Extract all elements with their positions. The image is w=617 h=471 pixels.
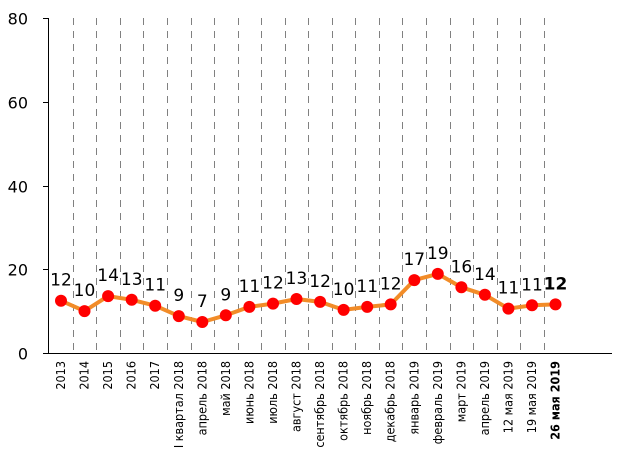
data-label: 12 <box>50 271 72 291</box>
data-point <box>549 298 562 311</box>
x-tick-label: 2017 <box>147 361 162 390</box>
data-label: 10 <box>333 280 355 300</box>
data-label: 11 <box>521 275 543 295</box>
series-line <box>55 267 562 328</box>
y-tick-label: 80 <box>8 10 28 29</box>
x-tick-label: 2016 <box>124 361 139 390</box>
data-label: 13 <box>121 270 143 290</box>
data-label: 12 <box>544 274 568 294</box>
data-label: 9 <box>220 285 231 305</box>
x-tick-label: 26 мая 2019 <box>548 361 563 440</box>
x-tick-label: 19 мая 2019 <box>524 361 539 433</box>
x-tick-label: август 2018 <box>289 361 304 432</box>
data-label: 11 <box>239 277 261 297</box>
data-point <box>55 294 67 307</box>
x-tick-label: ноябрь 2018 <box>359 361 374 435</box>
data-point <box>431 267 444 280</box>
y-tick-label: 20 <box>8 261 28 280</box>
data-label: 14 <box>474 265 496 285</box>
data-label: 12 <box>262 274 284 294</box>
data-point <box>102 290 115 303</box>
data-point <box>314 295 327 308</box>
data-point <box>290 293 303 305</box>
data-point <box>219 309 232 322</box>
data-point <box>125 293 138 306</box>
data-point <box>526 299 538 312</box>
x-tick-label: I квартал 2018 <box>171 361 186 448</box>
data-label: 10 <box>74 281 96 301</box>
data-point <box>455 281 468 294</box>
x-tick-label: январь 2019 <box>406 361 421 435</box>
x-tick-label: октябрь 2018 <box>336 361 351 441</box>
data-point <box>78 305 91 318</box>
x-tick-label: февраль 2019 <box>430 361 445 444</box>
data-point <box>502 302 515 315</box>
data-label: 11 <box>498 279 520 299</box>
x-tick-label: апрель 2019 <box>477 361 492 435</box>
y-tick-label: 0 <box>18 345 28 364</box>
data-point <box>478 288 491 301</box>
x-tick-label: 2014 <box>77 361 92 390</box>
x-tick-label: 12 мая 2019 <box>500 361 515 433</box>
data-label: 16 <box>451 257 473 277</box>
y-tick-label: 60 <box>8 94 28 113</box>
data-point <box>149 299 162 312</box>
data-point <box>243 300 256 313</box>
x-tick-label: декабрь 2018 <box>383 361 398 442</box>
data-point <box>196 316 209 328</box>
data-label: 11 <box>144 276 166 296</box>
x-axis: 2013 2014 2015 2016 2017 I квартал 2018 апрель… <box>48 353 612 448</box>
vertical-grid <box>73 18 545 353</box>
y-tick-label: 40 <box>8 178 28 197</box>
series-polyline <box>59 271 558 324</box>
data-point <box>384 298 397 311</box>
data-label: 7 <box>197 292 208 312</box>
data-point <box>172 310 185 323</box>
data-label: 9 <box>173 286 184 306</box>
data-label: 19 <box>427 244 449 264</box>
data-label: 11 <box>356 277 378 297</box>
data-point <box>408 274 421 287</box>
x-tick-label: сентябрь 2018 <box>312 361 327 448</box>
data-point <box>337 303 350 316</box>
x-tick-label: июнь 2018 <box>241 361 256 424</box>
data-point <box>361 300 374 313</box>
y-axis: 0 20 40 60 80 <box>8 10 49 364</box>
x-tick-label: июль 2018 <box>265 361 280 424</box>
x-tick-label: май 2018 <box>218 361 233 416</box>
data-label: 13 <box>286 269 308 289</box>
x-tick-label: 2015 <box>100 361 115 390</box>
x-tick-label: март 2019 <box>453 361 468 422</box>
data-label: 14 <box>97 266 119 286</box>
x-tick-label: 2013 <box>53 361 68 390</box>
x-tick-label: апрель 2018 <box>194 361 209 435</box>
data-label: 12 <box>309 272 331 292</box>
data-point <box>267 297 279 310</box>
data-label: 12 <box>380 274 402 294</box>
data-label: 17 <box>403 250 425 270</box>
